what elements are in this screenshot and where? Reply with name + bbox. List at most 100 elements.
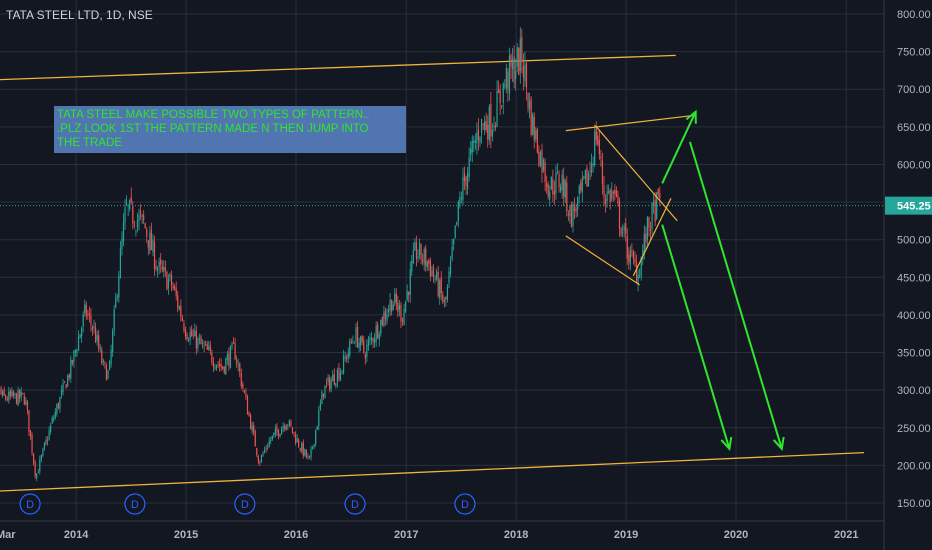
candle-body bbox=[394, 293, 396, 303]
dividend-marker-label: D bbox=[26, 499, 34, 511]
candle-body bbox=[291, 427, 294, 433]
candle-body bbox=[126, 203, 128, 205]
dividend-marker[interactable]: D bbox=[234, 493, 256, 515]
candle-body bbox=[432, 267, 435, 277]
candle-body bbox=[274, 428, 276, 435]
candle-body bbox=[23, 395, 25, 405]
candle-body bbox=[200, 336, 202, 345]
candle-body bbox=[205, 344, 207, 346]
target-up-arrow[interactable] bbox=[661, 109, 697, 184]
candle-body bbox=[26, 401, 28, 411]
candle-body bbox=[635, 262, 638, 281]
candle-body bbox=[575, 208, 577, 213]
candle-body bbox=[541, 149, 543, 173]
candle-body bbox=[535, 130, 537, 140]
dividend-marker-label: D bbox=[461, 499, 469, 511]
y-tick-label: 500.00 bbox=[897, 235, 931, 247]
candle-body bbox=[476, 132, 478, 144]
candle-body bbox=[401, 319, 404, 322]
candle-body bbox=[325, 383, 328, 384]
candle-body bbox=[305, 449, 307, 458]
candle-body bbox=[88, 312, 90, 316]
candle-body bbox=[112, 330, 114, 353]
candle-body bbox=[538, 151, 540, 166]
candle-body bbox=[98, 335, 100, 349]
candle-body bbox=[14, 393, 16, 395]
candle-body bbox=[511, 58, 514, 70]
candle-body bbox=[215, 364, 218, 369]
candle-body bbox=[5, 396, 7, 400]
candle-body bbox=[631, 251, 633, 253]
candle-body bbox=[301, 443, 303, 452]
candle-body bbox=[54, 411, 56, 418]
chart-title: TATA STEEL LTD, 1D, NSE bbox=[6, 8, 153, 22]
candle-body bbox=[425, 248, 427, 266]
candle-body bbox=[3, 389, 5, 396]
candle-body bbox=[201, 342, 204, 345]
candle-body bbox=[384, 310, 387, 319]
candle-body bbox=[329, 377, 331, 390]
candle-body bbox=[648, 216, 650, 229]
candle-body bbox=[519, 38, 521, 71]
candle-body bbox=[19, 389, 21, 399]
candle-body bbox=[262, 453, 264, 456]
candle-body bbox=[277, 430, 280, 437]
candle-body bbox=[65, 384, 67, 389]
candle-body bbox=[529, 101, 531, 110]
candle-body bbox=[448, 271, 450, 284]
candle-body bbox=[164, 267, 166, 271]
candle-body bbox=[225, 359, 227, 375]
text-annotation[interactable]: TATA STEEL MAKE POSSIBLE TWO TYPES OF PA… bbox=[54, 106, 406, 153]
candle-body bbox=[333, 374, 335, 385]
candle-body bbox=[6, 398, 8, 401]
candle-body bbox=[367, 340, 369, 346]
dividend-marker[interactable]: D bbox=[19, 493, 41, 515]
candle-body bbox=[640, 257, 642, 276]
candle-body bbox=[96, 335, 98, 341]
candle-body bbox=[290, 421, 292, 426]
candle-body bbox=[85, 304, 87, 317]
candle-body bbox=[167, 279, 170, 288]
candle-body bbox=[380, 319, 382, 334]
candle-body bbox=[308, 455, 311, 458]
candle-body bbox=[617, 194, 619, 204]
target-down-arrow-2[interactable] bbox=[688, 141, 785, 452]
candle-body bbox=[79, 333, 81, 339]
candle-body bbox=[129, 199, 131, 210]
candle-body bbox=[349, 340, 351, 356]
candle-body bbox=[206, 343, 208, 350]
candle-body bbox=[177, 295, 179, 308]
candle-body bbox=[321, 391, 323, 405]
dividend-marker[interactable]: D bbox=[124, 493, 146, 515]
candle-body bbox=[417, 256, 419, 259]
candle-body bbox=[43, 443, 46, 449]
candle-body bbox=[614, 189, 616, 195]
x-tick-label: 2015 bbox=[174, 529, 198, 541]
candle-body bbox=[189, 332, 191, 340]
candle-body bbox=[589, 170, 591, 172]
candle-body bbox=[625, 223, 627, 234]
candle-body bbox=[471, 140, 473, 153]
candle-body bbox=[353, 342, 356, 344]
candle-body bbox=[508, 55, 511, 94]
candle-body bbox=[285, 425, 287, 431]
candle-body bbox=[121, 238, 123, 250]
time-axis: Mar 2014 2015 2016 2017 2018 2019 2020 2021 bbox=[0, 520, 884, 541]
candle-body bbox=[553, 190, 555, 195]
candle-body bbox=[628, 254, 630, 262]
arrow-shaft bbox=[661, 111, 697, 184]
candle-body bbox=[524, 64, 526, 81]
candle-body bbox=[634, 259, 636, 263]
candle-body bbox=[84, 304, 86, 313]
price-axis: 800.00750.00700.00650.00600.00550.00500.… bbox=[883, 0, 932, 550]
target-down-arrow-1[interactable] bbox=[661, 224, 733, 452]
candle-body bbox=[515, 71, 517, 80]
candle-body bbox=[629, 249, 631, 265]
candle-body bbox=[318, 410, 320, 426]
dividend-marker[interactable]: D bbox=[454, 493, 476, 515]
dividend-marker[interactable]: D bbox=[344, 493, 366, 515]
candle-body bbox=[310, 448, 312, 458]
candle-body bbox=[618, 200, 621, 229]
candle-body bbox=[339, 371, 342, 381]
